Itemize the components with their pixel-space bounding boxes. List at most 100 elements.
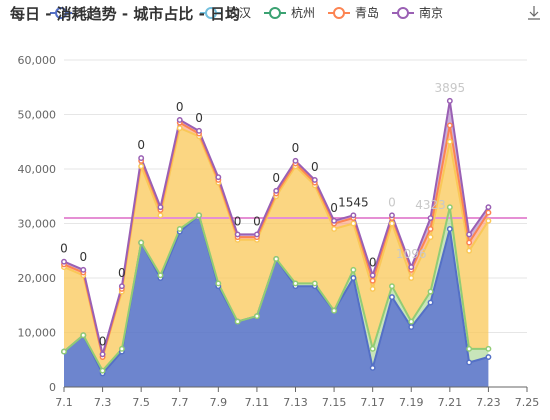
data-point[interactable] — [350, 275, 357, 281]
data-point[interactable] — [427, 215, 434, 222]
data-point[interactable] — [485, 345, 492, 352]
y-tick-label: 50,000 — [18, 109, 57, 122]
data-point[interactable] — [157, 212, 164, 219]
data-point[interactable] — [369, 277, 376, 284]
data-point[interactable] — [408, 318, 415, 325]
data-point[interactable] — [99, 367, 106, 374]
legend[interactable]: 北 武汉 杭州 青岛 南京 — [50, 5, 443, 20]
data-point[interactable] — [138, 163, 145, 170]
data-point[interactable] — [466, 231, 473, 238]
data-point[interactable] — [292, 280, 299, 287]
data-point[interactable] — [176, 226, 183, 232]
data-point[interactable] — [118, 345, 125, 352]
data-point[interactable] — [389, 294, 395, 301]
data-point[interactable] — [485, 354, 492, 360]
data-point[interactable] — [157, 272, 164, 279]
data-point[interactable] — [215, 280, 222, 287]
data-point[interactable] — [253, 313, 260, 320]
data-point[interactable] — [369, 345, 376, 352]
data-point[interactable] — [427, 299, 434, 306]
legend-item[interactable]: 杭州 — [264, 5, 315, 20]
x-tick-label: 7.23 — [476, 396, 501, 409]
data-point[interactable] — [466, 359, 473, 366]
data-label: 0 — [176, 100, 184, 114]
data-point[interactable] — [215, 174, 222, 181]
legend-item[interactable]: 南京 — [392, 5, 443, 20]
legend-item[interactable]: 青岛 — [328, 5, 379, 20]
data-point[interactable] — [369, 364, 376, 371]
data-point[interactable] — [331, 307, 338, 314]
data-point[interactable] — [176, 117, 183, 123]
data-point[interactable] — [234, 318, 241, 325]
data-point[interactable] — [61, 348, 67, 355]
x-tick-label: 7.15 — [322, 396, 347, 409]
data-point[interactable] — [157, 204, 164, 211]
data-point[interactable] — [331, 226, 338, 232]
data-point[interactable] — [80, 266, 87, 273]
legend-marker — [205, 7, 217, 19]
data-point[interactable] — [80, 332, 87, 339]
data-point[interactable] — [408, 275, 415, 281]
data-point[interactable] — [99, 351, 106, 358]
y-tick-label: 0 — [49, 381, 56, 394]
data-point[interactable] — [446, 97, 453, 104]
data-label: 0 — [272, 171, 280, 185]
data-point[interactable] — [138, 239, 145, 246]
y-tick-label: 40,000 — [18, 163, 57, 176]
data-point[interactable] — [311, 280, 318, 287]
legend-item[interactable]: 北 — [50, 6, 89, 20]
data-point[interactable] — [369, 272, 376, 279]
data-label: 0 — [118, 266, 126, 280]
data-label: 0 — [137, 138, 145, 152]
series-points[interactable] — [61, 97, 492, 377]
data-point[interactable] — [446, 226, 453, 232]
data-point[interactable] — [466, 247, 473, 254]
data-point[interactable] — [389, 212, 395, 219]
data-point[interactable] — [350, 212, 357, 219]
legend-marker — [55, 7, 67, 19]
data-point[interactable] — [427, 234, 434, 241]
data-point[interactable] — [408, 264, 415, 271]
data-point[interactable] — [273, 255, 280, 262]
data-point[interactable] — [350, 220, 357, 227]
data-point[interactable] — [446, 138, 453, 145]
data-point[interactable] — [196, 212, 202, 219]
data-point[interactable] — [485, 209, 492, 216]
legend-item[interactable]: 武汉 — [200, 6, 251, 20]
data-point[interactable] — [253, 231, 260, 238]
data-point[interactable] — [331, 217, 338, 224]
data-point[interactable] — [138, 155, 145, 162]
data-point[interactable] — [61, 258, 67, 265]
data-point[interactable] — [369, 285, 376, 292]
data-label: 0 — [388, 195, 396, 209]
data-point[interactable] — [389, 220, 395, 227]
data-point[interactable] — [292, 157, 299, 164]
x-tick-label: 7.5 — [132, 396, 150, 409]
data-point[interactable] — [446, 122, 453, 129]
data-label: 3895 — [435, 81, 466, 95]
data-label: 1545 — [338, 195, 369, 209]
data-label: 1096 — [396, 247, 427, 261]
data-point[interactable] — [466, 345, 473, 352]
data-point[interactable] — [234, 231, 241, 238]
data-point[interactable] — [176, 125, 183, 132]
data-point[interactable] — [485, 217, 492, 224]
data-point[interactable] — [427, 226, 434, 232]
data-label: 0 — [311, 160, 319, 174]
x-tick-label: 7.9 — [210, 396, 228, 409]
data-point[interactable] — [466, 239, 473, 246]
data-point[interactable] — [408, 324, 415, 330]
data-point[interactable] — [485, 204, 492, 211]
download-icon[interactable] — [528, 6, 540, 20]
series-area-2 — [64, 128, 489, 371]
data-point[interactable] — [427, 288, 434, 295]
data-point[interactable] — [389, 283, 395, 290]
x-tick-label: 7.11 — [245, 396, 270, 409]
data-point[interactable] — [196, 127, 202, 134]
data-point[interactable] — [311, 176, 318, 183]
data-label: 0 — [99, 334, 107, 348]
data-point[interactable] — [446, 204, 453, 211]
data-point[interactable] — [118, 283, 125, 290]
data-point[interactable] — [350, 266, 357, 273]
data-point[interactable] — [273, 187, 280, 194]
